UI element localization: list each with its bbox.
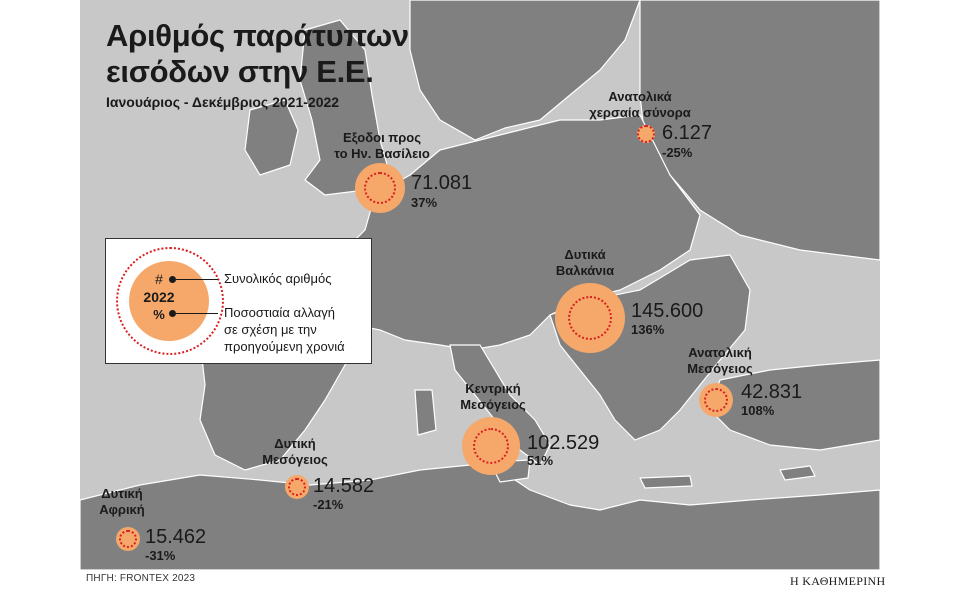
route-change: 37% — [411, 195, 438, 210]
route-change: -21% — [313, 497, 344, 512]
route-name-line-2: Βαλκάνια — [555, 263, 615, 278]
route-value: 15.462 — [145, 526, 207, 548]
route-ring — [568, 296, 612, 340]
publisher-logo: Η ΚΑΘΗΜΕΡΙΝΗ — [790, 574, 886, 588]
legend-change-line-3: προηγούμενη χρονιά — [224, 339, 345, 354]
route-value: 14.582 — [313, 475, 375, 497]
legend-total-label: Συνολικός αριθμός — [224, 271, 332, 286]
route-ring — [364, 172, 396, 204]
map-title: Αριθμός παράτυπων εισόδων στην Ε.Ε. — [106, 18, 409, 90]
route-name-line-1: Ανατολική — [688, 345, 752, 360]
route-name-line-2: χερσαία σύνορα — [589, 105, 691, 120]
route-value: 145.600 — [631, 300, 704, 322]
title-line-2: εισόδων στην Ε.Ε. — [106, 54, 374, 89]
legend-change-line-1: Ποσοστιαία αλλαγή — [224, 305, 336, 320]
land-crete — [639, 475, 693, 489]
route-name-line-2: Μεσόγειος — [262, 452, 328, 467]
route-name-line-2: Μεσόγειος — [687, 361, 753, 376]
legend-line-change — [176, 313, 218, 314]
legend-dot-total — [169, 276, 176, 283]
legend-ring — [116, 247, 224, 355]
legend-dot-change — [169, 310, 176, 317]
legend-hash: # — [155, 271, 163, 287]
route-value: 102.529 — [527, 432, 600, 454]
route-change: 108% — [741, 403, 775, 418]
land-northeast — [639, 0, 880, 261]
source-credit: ΠΗΓΗ: FRONTEX 2023 — [86, 573, 196, 584]
legend-change-line-2: σε σχέση με την — [224, 322, 317, 337]
route-ring — [288, 478, 306, 496]
legend-box: # 2022 % Συνολικός αριθμός Ποσοστιαία αλ… — [105, 238, 372, 364]
route-name-line-1: Δυτική — [274, 436, 316, 451]
route-change: 51% — [527, 453, 554, 468]
map-subtitle: Ιανουάριος - Δεκέμβριος 2021-2022 — [106, 94, 340, 110]
land-north-africa — [80, 464, 880, 570]
route-name-line-1: Δυτικά — [564, 247, 606, 262]
route-ring — [704, 388, 728, 412]
legend-pct: % — [153, 307, 165, 322]
land-ireland — [244, 99, 299, 176]
route-value: 42.831 — [741, 381, 803, 403]
land-turkey — [709, 359, 880, 451]
route-name-line-1: Ανατολικά — [608, 89, 672, 104]
route-value: 6.127 — [662, 122, 713, 144]
route-name-line-2: το Ην. Βασίλειο — [334, 146, 430, 161]
route-name-line-1: Εξοδοι προς — [343, 130, 421, 145]
route-ring — [473, 428, 509, 464]
route-change: -31% — [145, 548, 176, 563]
land-sardinia — [414, 389, 437, 436]
route-change: 136% — [631, 322, 665, 337]
route-name-line-2: Αφρική — [99, 502, 145, 517]
title-line-1: Αριθμός παράτυπων — [106, 18, 409, 53]
route-name-line-1: Κεντρική — [465, 381, 521, 396]
route-change: -25% — [662, 145, 693, 160]
route-name-line-2: Μεσόγειος — [460, 397, 526, 412]
route-value: 71.081 — [411, 172, 473, 194]
legend-year: 2022 — [143, 289, 175, 305]
route-ring — [637, 125, 655, 143]
route-ring — [119, 530, 137, 548]
legend-line-total — [176, 279, 218, 280]
land-italy — [449, 344, 551, 466]
land-scandinavia — [409, 0, 641, 141]
legend-bubble — [129, 261, 209, 341]
land-cyprus — [779, 465, 816, 481]
route-name-line-1: Δυτική — [101, 486, 143, 501]
